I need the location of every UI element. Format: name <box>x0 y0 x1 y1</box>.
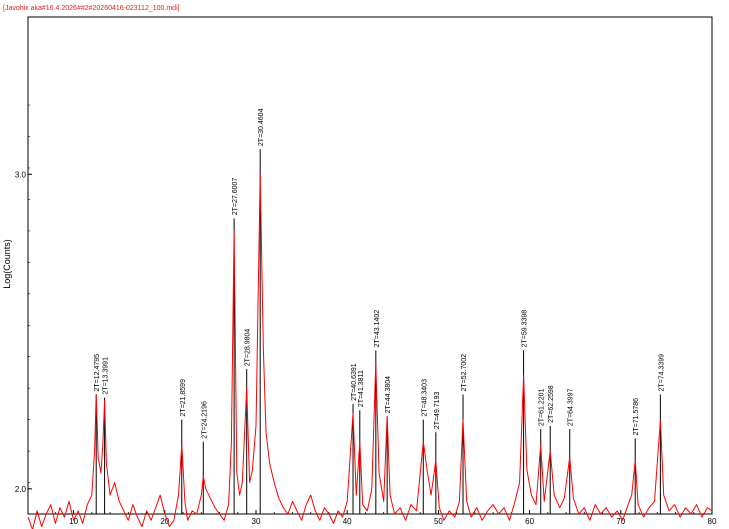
chart-axes <box>27 16 713 515</box>
y-tick-label: 3.0 <box>15 170 27 179</box>
peak-label: 2T=13.3991 <box>103 357 110 395</box>
peak-label: 2T=52.7002 <box>461 354 468 392</box>
peak-label: 2T=24.2196 <box>201 401 208 439</box>
peak-label: 2T=74.3399 <box>658 354 665 392</box>
peak-label: 2T=71.5786 <box>633 398 640 436</box>
peak-labels: 2T=12.4795 2T=13.3991 2T=21.8599 2T=24.2196… <box>94 108 665 438</box>
peak-label: 2T=27.6007 <box>232 178 239 216</box>
peak-label: 2T=62.2598 <box>548 385 555 423</box>
peak-label: 2T=28.9804 <box>245 329 252 367</box>
peak-label: 2T=40.6391 <box>351 363 358 401</box>
plot-frame <box>27 16 713 515</box>
peak-label: 2T=48.3403 <box>421 379 428 417</box>
x-tick-label: 30 <box>252 517 261 526</box>
peak-label: 2T=43.1402 <box>374 310 381 348</box>
chart-ticks: 10 20 30 40 50 60 70 80 2.0 3.0 <box>15 104 717 526</box>
peak-label: 2T=61.2201 <box>539 388 546 426</box>
y-tick-label: 2.0 <box>15 485 27 494</box>
x-tick-label: 80 <box>708 517 717 526</box>
peak-label: 2T=44.3804 <box>385 376 392 414</box>
peak-label: 2T=12.4795 <box>94 354 101 392</box>
x-tick-label: 50 <box>434 517 443 526</box>
peak-label: 2T=41.3811 <box>358 370 365 407</box>
x-tick-label: 40 <box>343 517 352 526</box>
peak-label: 2T=64.3997 <box>568 388 575 426</box>
xrd-pattern-line <box>27 173 713 529</box>
peak-label: 2T=21.8599 <box>180 379 187 417</box>
peak-label: 2T=30.4604 <box>258 108 265 146</box>
chart-series <box>27 173 713 529</box>
x-tick-label: 70 <box>616 517 625 526</box>
peak-label: 2T=49.7193 <box>434 392 441 430</box>
file-name-label: [Javohix aka#16.4.2026##2#20260416-02311… <box>3 5 180 12</box>
y-axis-label: Log(Counts) <box>2 239 12 289</box>
peak-label: 2T=59.3398 <box>522 310 529 348</box>
x-tick-label: 10 <box>69 517 78 526</box>
x-tick-label: 60 <box>525 517 534 526</box>
x-tick-label: 20 <box>160 517 169 526</box>
